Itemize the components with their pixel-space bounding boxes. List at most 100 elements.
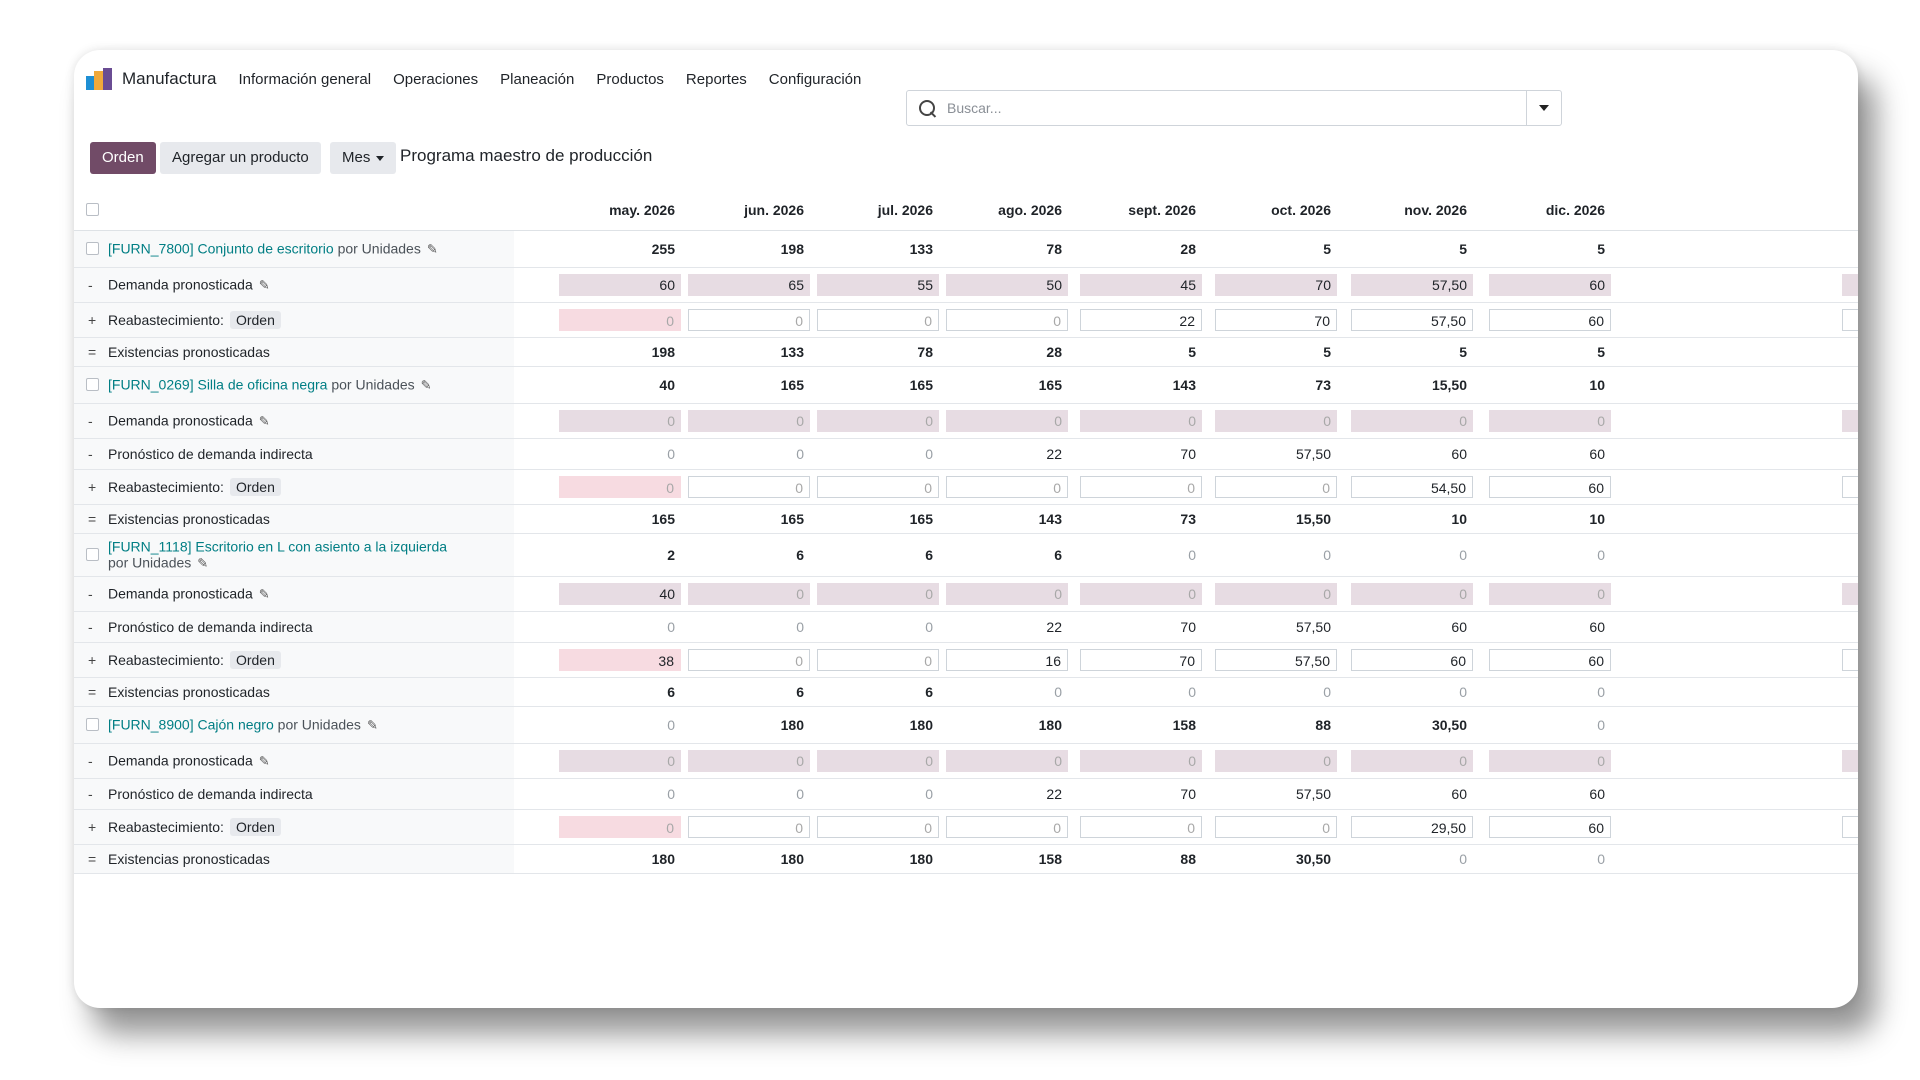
order-badge-button[interactable]: Orden bbox=[229, 651, 281, 669]
demand-input[interactable]: 45 bbox=[1080, 274, 1202, 296]
order-badge-button[interactable]: Orden bbox=[229, 311, 281, 329]
replenish-input[interactable]: 29,50 bbox=[1351, 816, 1473, 838]
product-checkbox[interactable] bbox=[86, 242, 99, 255]
edit-pencil-icon[interactable]: ✎ bbox=[258, 753, 270, 769]
replenish-input[interactable]: 57,50 bbox=[1351, 309, 1473, 331]
demand-input[interactable]: 0 bbox=[817, 410, 939, 432]
demand-input[interactable]: 0 bbox=[1489, 410, 1611, 432]
product-name-link[interactable]: Silla de oficina negra bbox=[197, 376, 328, 393]
edit-pencil-icon[interactable]: ✎ bbox=[258, 586, 270, 602]
period-header[interactable]: dic. 2026 bbox=[1545, 202, 1605, 218]
demand-input[interactable]: 0 bbox=[559, 410, 681, 432]
demand-input[interactable]: 0 bbox=[1351, 750, 1473, 772]
order-badge-button[interactable]: Orden bbox=[229, 478, 281, 496]
replenish-input[interactable]: 0 bbox=[688, 649, 810, 671]
replenish-input[interactable]: 0 bbox=[559, 476, 681, 498]
menu-item-configuration[interactable]: Configuración bbox=[768, 70, 862, 88]
replenish-input[interactable]: 54,50 bbox=[1351, 476, 1473, 498]
demand-input[interactable]: 0 bbox=[1215, 583, 1337, 605]
demand-input[interactable]: 57,50 bbox=[1351, 274, 1473, 296]
replenish-input[interactable]: 0 bbox=[688, 816, 810, 838]
demand-input[interactable]: 0 bbox=[688, 410, 810, 432]
period-header[interactable]: oct. 2026 bbox=[1271, 202, 1331, 218]
product-code[interactable]: [FURN_7800] bbox=[108, 240, 194, 257]
replenish-input[interactable]: 0 bbox=[1215, 816, 1337, 838]
replenish-input[interactable]: 0 bbox=[817, 816, 939, 838]
demand-input[interactable]: 0 bbox=[1080, 583, 1202, 605]
add-product-button[interactable]: Agregar un producto bbox=[160, 142, 321, 174]
replenish-input[interactable]: 0 bbox=[688, 476, 810, 498]
replenish-input[interactable]: 0 bbox=[946, 309, 1068, 331]
period-dropdown-button[interactable]: Mes bbox=[330, 142, 397, 174]
product-name-link[interactable]: Conjunto de escritorio bbox=[197, 240, 334, 257]
period-header[interactable]: ago. 2026 bbox=[998, 202, 1062, 218]
replenish-input[interactable]: 0 bbox=[1080, 476, 1202, 498]
demand-input[interactable]: 0 bbox=[1489, 750, 1611, 772]
replenish-input[interactable]: 57,50 bbox=[1215, 649, 1337, 671]
menu-item-overview[interactable]: Información general bbox=[238, 70, 372, 88]
edit-pencil-icon[interactable]: ✎ bbox=[258, 413, 270, 429]
demand-input[interactable]: 0 bbox=[559, 750, 681, 772]
replenish-input[interactable]: 22 bbox=[1080, 309, 1202, 331]
period-header[interactable]: jun. 2026 bbox=[744, 202, 804, 218]
product-code[interactable]: [FURN_8900] bbox=[108, 716, 194, 733]
demand-input[interactable]: 0 bbox=[817, 750, 939, 772]
demand-input[interactable]: 0 bbox=[1351, 410, 1473, 432]
replenish-input[interactable]: 0 bbox=[817, 649, 939, 671]
search-options-toggle[interactable] bbox=[1526, 91, 1561, 125]
order-button[interactable]: Orden bbox=[90, 142, 156, 174]
edit-pencil-icon[interactable]: ✎ bbox=[258, 277, 270, 293]
menu-item-operations[interactable]: Operaciones bbox=[393, 70, 479, 88]
period-header[interactable]: sept. 2026 bbox=[1128, 202, 1196, 218]
replenish-input[interactable]: 60 bbox=[1489, 816, 1611, 838]
select-all-checkbox[interactable] bbox=[86, 203, 99, 216]
demand-input[interactable]: 0 bbox=[1080, 410, 1202, 432]
replenish-input[interactable]: 16 bbox=[946, 649, 1068, 671]
demand-input[interactable]: 0 bbox=[1351, 583, 1473, 605]
product-checkbox[interactable] bbox=[86, 548, 99, 561]
replenish-input[interactable]: 0 bbox=[688, 309, 810, 331]
demand-input[interactable]: 0 bbox=[688, 750, 810, 772]
replenish-input[interactable]: 60 bbox=[1489, 476, 1611, 498]
demand-input[interactable]: 0 bbox=[817, 583, 939, 605]
demand-input[interactable]: 60 bbox=[1489, 274, 1611, 296]
replenish-input[interactable]: 0 bbox=[1080, 816, 1202, 838]
demand-input[interactable]: 65 bbox=[688, 274, 810, 296]
replenish-input[interactable]: 70 bbox=[1215, 309, 1337, 331]
product-checkbox[interactable] bbox=[86, 718, 99, 731]
replenish-input[interactable]: 60 bbox=[1489, 649, 1611, 671]
period-header[interactable]: jul. 2026 bbox=[877, 202, 933, 218]
edit-pencil-icon[interactable]: ✎ bbox=[426, 241, 438, 257]
demand-input[interactable]: 0 bbox=[1215, 410, 1337, 432]
replenish-input[interactable]: 0 bbox=[817, 309, 939, 331]
demand-input[interactable]: 0 bbox=[1489, 583, 1611, 605]
demand-input[interactable]: 70 bbox=[1215, 274, 1337, 296]
replenish-input[interactable]: 0 bbox=[817, 476, 939, 498]
product-name-link[interactable]: Escritorio en L con asiento a la izquier… bbox=[195, 538, 448, 555]
menu-item-planning[interactable]: Planeación bbox=[500, 70, 575, 88]
product-code[interactable]: [FURN_0269] bbox=[108, 376, 194, 393]
replenish-input[interactable]: 70 bbox=[1080, 649, 1202, 671]
replenish-input[interactable]: 0 bbox=[946, 476, 1068, 498]
product-checkbox[interactable] bbox=[86, 378, 99, 391]
demand-input[interactable]: 60 bbox=[559, 274, 681, 296]
period-header[interactable]: nov. 2026 bbox=[1404, 202, 1467, 218]
demand-input[interactable]: 55 bbox=[817, 274, 939, 296]
period-header[interactable]: may. 2026 bbox=[609, 202, 675, 218]
replenish-input[interactable]: 0 bbox=[559, 816, 681, 838]
replenish-input[interactable]: 0 bbox=[559, 309, 681, 331]
demand-input[interactable]: 0 bbox=[1080, 750, 1202, 772]
demand-input[interactable]: 0 bbox=[688, 583, 810, 605]
replenish-input[interactable]: 60 bbox=[1351, 649, 1473, 671]
replenish-input[interactable]: 0 bbox=[946, 816, 1068, 838]
demand-input[interactable]: 0 bbox=[946, 583, 1068, 605]
replenish-input[interactable]: 0 bbox=[1215, 476, 1337, 498]
replenish-input[interactable]: 60 bbox=[1489, 309, 1611, 331]
replenish-input[interactable]: 38 bbox=[559, 649, 681, 671]
product-code[interactable]: [FURN_1118] bbox=[108, 538, 192, 555]
demand-input[interactable]: 0 bbox=[946, 410, 1068, 432]
app-brand[interactable]: Manufactura bbox=[86, 68, 217, 90]
edit-pencil-icon[interactable]: ✎ bbox=[197, 555, 209, 571]
edit-pencil-icon[interactable]: ✎ bbox=[420, 377, 432, 393]
order-badge-button[interactable]: Orden bbox=[229, 818, 281, 836]
